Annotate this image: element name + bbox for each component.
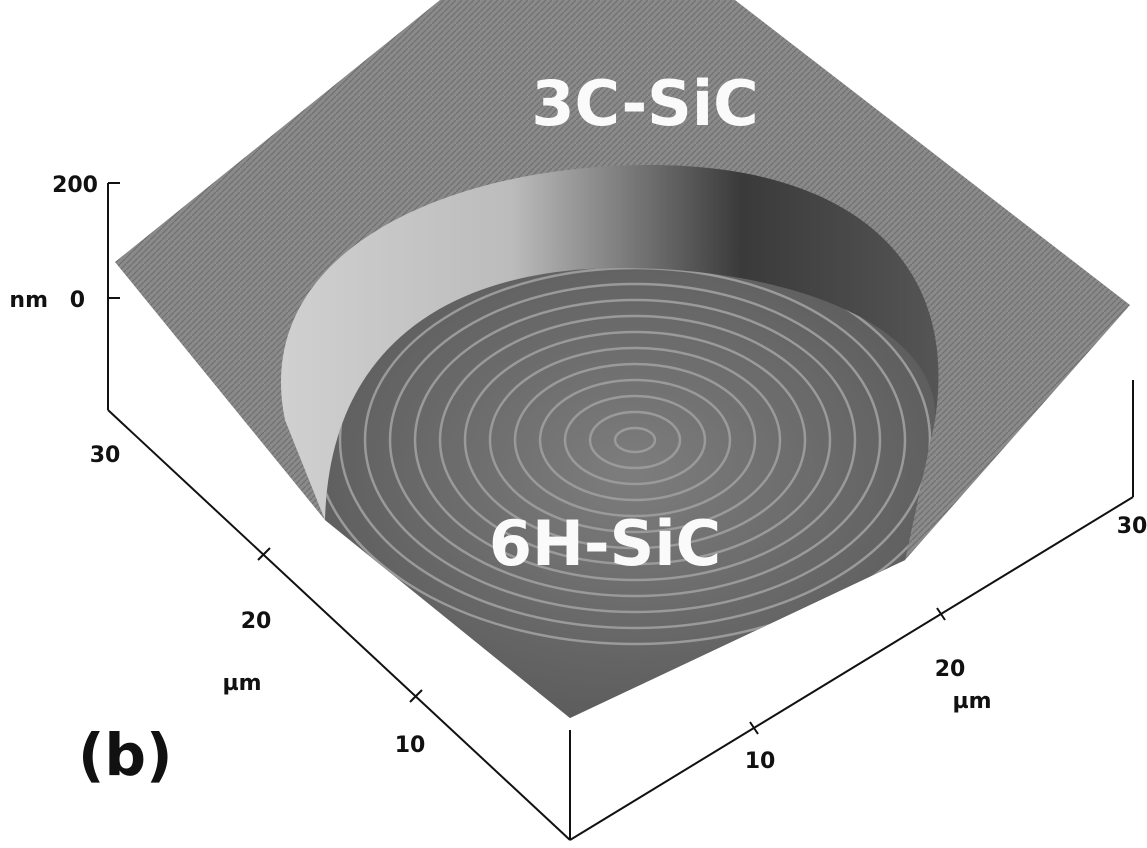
left-tick-label: 30 bbox=[90, 443, 121, 468]
left-tick-label: 20 bbox=[241, 609, 272, 634]
right-tick-label: 20 bbox=[935, 657, 966, 682]
region-label: 3C-SiC bbox=[531, 67, 758, 140]
afm-figure: 3C-SiC 6H-SiC (b) 200 nm 0 30 20 µm 10 1… bbox=[0, 0, 1147, 848]
right-tick bbox=[750, 722, 758, 734]
right-unit: µm bbox=[952, 689, 991, 714]
right-tick-label: 10 bbox=[745, 749, 776, 774]
z-tick-label: 200 bbox=[52, 173, 98, 198]
z-unit: nm bbox=[9, 288, 48, 313]
left-tick-label: 10 bbox=[395, 733, 426, 758]
left-unit: µm bbox=[222, 671, 261, 696]
spiral-mesa bbox=[325, 268, 935, 718]
region-label: 6H-SiC bbox=[489, 507, 721, 580]
page: 3C-SiC 6H-SiC (b) 200 nm 0 30 20 µm 10 1… bbox=[0, 0, 1147, 848]
panel-label: (b) bbox=[78, 721, 173, 789]
z-tick-label: 0 bbox=[70, 288, 85, 313]
right-tick bbox=[937, 608, 945, 620]
right-tick-label: 30 bbox=[1117, 514, 1147, 539]
